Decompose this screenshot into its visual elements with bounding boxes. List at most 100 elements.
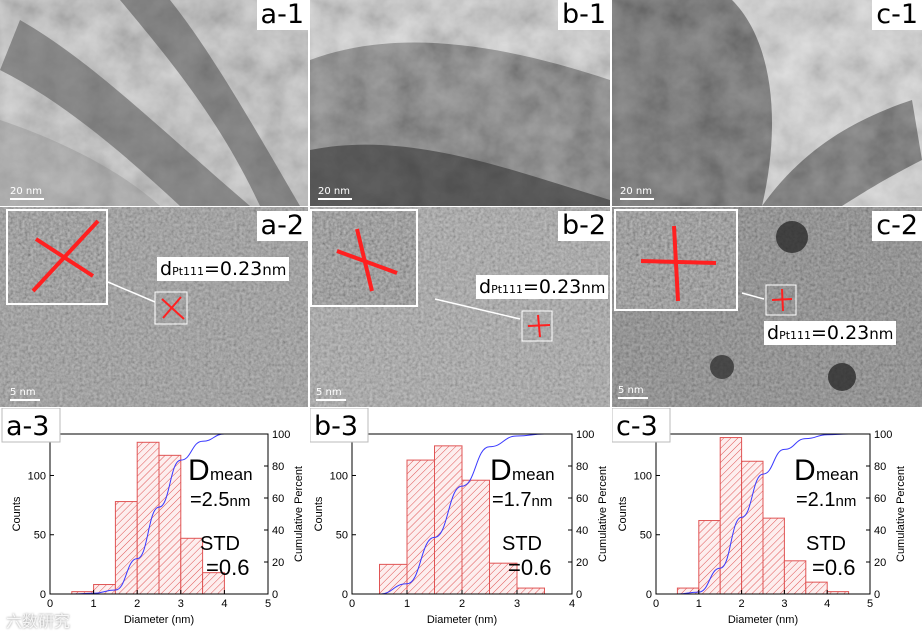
dmean-unit-c3: nm	[835, 493, 856, 510]
tem-image-a1	[0, 0, 308, 206]
hist-bar-c3	[741, 460, 764, 595]
y-axis-label-a3: Counts	[11, 496, 23, 531]
histogram-panel-b3: 0 1 2 3 4 0 50 100 0 20 40 60 80 100 Diameter (nm) Coun…	[310, 408, 610, 638]
x-tick-label-a3: 5	[265, 598, 271, 610]
scale-bar-a2: 5 nm	[10, 387, 40, 401]
panel-label-box-b3	[310, 408, 369, 443]
y2-tick-label-a3: 0	[272, 589, 278, 601]
axes-frame-a3	[49, 433, 269, 595]
scale-bar-a1: 20 nm	[10, 186, 44, 200]
x-axis-label-c3: Diameter (nm)	[728, 614, 798, 626]
x-axis-label-b3: Diameter (nm)	[427, 614, 497, 626]
x-tick-label-a3: 0	[47, 598, 53, 610]
dmean-number-c3: =2.1	[796, 489, 835, 511]
x-tick-label-b3: 4	[569, 598, 575, 610]
x-tick-label-a3: 2	[134, 598, 140, 610]
y2-axis-label-a3: Cumulative Percent	[293, 466, 305, 562]
d-value-c2: =0.23	[811, 322, 870, 344]
panel-label-box-a3	[1, 408, 61, 443]
y2-tick-label-b3: 20	[576, 557, 588, 569]
panel-label-b2: b-2	[557, 211, 610, 241]
x-tick-label-c3: 0	[653, 598, 659, 610]
hist-bar-b3	[434, 445, 463, 595]
d-sub-c2: Pt111	[779, 329, 812, 342]
x-tick-label-b3: 3	[514, 598, 520, 610]
dspacing-label-b2: dPt111=0.23nm	[476, 275, 609, 299]
y2-tick-label-c3: 0	[874, 589, 880, 601]
dmean-value-c3: =2.1nm	[796, 489, 856, 511]
hist-bar-c3	[762, 517, 785, 595]
x-tick-label-c3: 5	[867, 598, 873, 610]
y-tick-label-a3: 50	[34, 530, 46, 542]
dmean-symbol-b3: D	[490, 454, 512, 487]
x-axis-label-a3: Diameter (nm)	[124, 614, 194, 626]
d-prefix-c2: d	[767, 322, 780, 344]
scale-label-b2: 5 nm	[316, 387, 342, 398]
y2-tick-label-b3: 100	[576, 429, 594, 441]
tem-image-b1	[310, 0, 610, 206]
x-tick-label-c3: 3	[781, 598, 787, 610]
y2-tick-label-a3: 100	[272, 429, 290, 441]
std-label-a3: STD	[200, 533, 240, 555]
y-tick-label-b3: 0	[342, 589, 348, 601]
dmean-number-a3: =2.5	[190, 489, 229, 511]
panel-label-a1: a-1	[256, 0, 308, 30]
hist-bar-b3	[406, 459, 435, 595]
hist-bar-a3	[158, 454, 182, 595]
panel-label-a2: a-2	[256, 211, 308, 241]
histogram-panel-a3: 0 1 2 3 4 5 0 50 100 0 20 40 60 80 100 Diameter (nm) Cou…	[0, 408, 308, 638]
dmean-symbol-a3: D	[188, 454, 210, 487]
hist-bar-a3	[114, 501, 138, 595]
tem-panel-a1: a-1 20 nm	[0, 0, 308, 206]
inset-a2	[6, 209, 108, 305]
axes-frame-c3	[655, 433, 871, 595]
hist-bar-c3	[805, 581, 828, 595]
dmean-value-b3: =1.7nm	[492, 489, 552, 511]
scale-label-c1: 20 nm	[620, 186, 652, 197]
scale-label-a2: 5 nm	[10, 387, 36, 398]
y-tick-label-b3: 50	[336, 530, 348, 542]
y2-tick-label-c3: 80	[874, 461, 886, 473]
d-prefix-a2: d	[160, 258, 173, 280]
y2-tick-label-a3: 40	[272, 525, 284, 537]
std-value-b3: =0.6	[508, 555, 551, 580]
dmean-subscript-c3: mean	[816, 465, 859, 484]
std-value-c3: =0.6	[812, 555, 855, 580]
cumulative-curve-c3	[656, 433, 870, 595]
x-tick-label-a3: 3	[178, 598, 184, 610]
dmean-number-b3: =1.7	[492, 489, 531, 511]
inset-image-c2	[616, 211, 736, 309]
dmean-subscript-a3: mean	[210, 465, 253, 484]
x-tick-label-a3: 4	[221, 598, 227, 610]
y-tick-label-c3: 50	[640, 530, 652, 542]
tem-panel-b2: b-2 dPt111=0.23nm 5 nm	[310, 207, 610, 407]
dspacing-label-c2: dPt111=0.23nm	[764, 321, 897, 345]
panel-label-a3: a-3	[6, 411, 49, 442]
x-tick-label-b3: 0	[349, 598, 355, 610]
panel-label-b1: b-1	[557, 0, 610, 30]
x-tick-label-c3: 1	[696, 598, 702, 610]
dmean-subscript-b3: mean	[512, 465, 555, 484]
scale-label-c2: 5 nm	[618, 385, 644, 396]
hist-bar-b3	[461, 479, 490, 595]
cumulative-curve-b3	[352, 433, 572, 595]
y-tick-label-a3: 0	[40, 589, 46, 601]
hist-bar-c3	[698, 520, 721, 595]
d-value-b2: =0.23	[523, 276, 582, 298]
dmean-value-a3: =2.5nm	[190, 489, 250, 511]
y2-tick-label-c3: 20	[874, 557, 886, 569]
panel-label-box-c3	[612, 408, 671, 443]
inset-c2	[614, 209, 738, 311]
tem-panel-c2: c-2 dPt111=0.23nm 5 nm	[612, 207, 922, 407]
panel-label-c3: c-3	[616, 411, 658, 442]
tem-image-c1	[612, 0, 922, 206]
panel-label-c1: c-1	[872, 0, 922, 30]
x-tick-label-b3: 1	[404, 598, 410, 610]
hist-bar-a3	[136, 441, 160, 595]
d-sub-b2: Pt111	[491, 283, 524, 296]
hist-bar-c3	[783, 560, 807, 595]
d-unit-a2: nm	[262, 261, 287, 279]
panel-label-c2: c-2	[872, 211, 922, 241]
y2-tick-label-a3: 60	[272, 493, 284, 505]
y2-axis-label-b3: Cumulative Percent	[597, 466, 609, 562]
